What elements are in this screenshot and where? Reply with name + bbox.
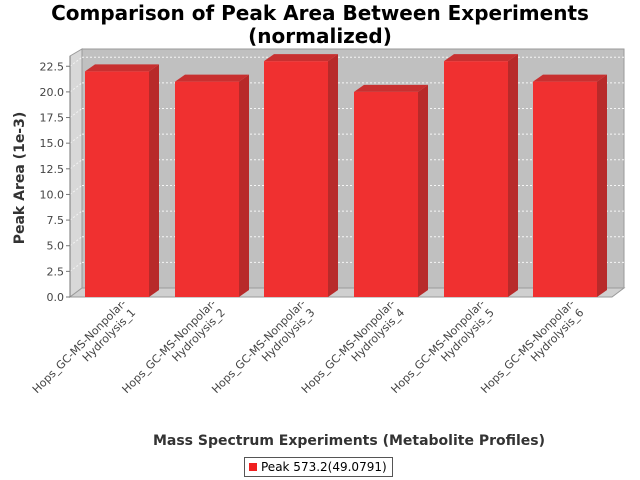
bar-side [508, 54, 518, 298]
y-tick-label: 12.5 [40, 163, 65, 176]
grid-line-side [69, 133, 83, 144]
grid-line-side [69, 56, 83, 67]
y-tick-label: 15.0 [40, 137, 65, 150]
y-tick-label: 20.0 [40, 86, 65, 99]
bar-front [444, 61, 508, 298]
bar-top [444, 54, 518, 62]
legend: Peak 573.2(49.0791) [244, 457, 393, 477]
bar-side [328, 54, 338, 298]
bar-front [533, 81, 597, 297]
chart-title-line-1: Comparison of Peak Area Between Experime… [51, 1, 589, 25]
bar [533, 74, 607, 297]
y-tick-label: 7.5 [47, 214, 65, 227]
grid-line-side [69, 108, 83, 118]
y-tick-label: 0.0 [47, 291, 65, 304]
x-tick-label-line: Hops_GC-MS-Nonpolar- [30, 297, 129, 396]
grid-line-side [69, 82, 83, 93]
y-tick-label: 2.5 [47, 265, 65, 278]
bar-front [354, 91, 418, 297]
y-axis: 0.0 2.5 5.0 7.5 10.0 12.5 15.0 17.5 20.0 22.5 [40, 56, 71, 304]
grid-line-side [69, 210, 83, 221]
grid-line-side [69, 236, 83, 247]
x-axis-label: Mass Spectrum Experiments (Metabolite Pr… [153, 433, 545, 449]
bar-front [85, 71, 149, 297]
bar-front [175, 81, 239, 297]
bar-top [175, 74, 249, 82]
bar [85, 64, 159, 297]
bar-front [264, 61, 328, 298]
y-tick-label: 5.0 [47, 240, 65, 253]
y-tick-label: 17.5 [40, 112, 65, 125]
bar [354, 84, 428, 297]
bar-side [597, 74, 607, 297]
y-tick-label: 22.5 [40, 60, 65, 73]
grid-lines [69, 56, 624, 272]
bar [264, 54, 338, 298]
chart-title-line-2: (normalized) [248, 24, 392, 48]
bar-side [418, 84, 428, 297]
bar [444, 54, 518, 298]
legend-swatch [249, 463, 257, 471]
y-tick-label: 10.0 [40, 188, 65, 201]
chart-title: Comparison of Peak Area Between Experime… [0, 2, 640, 48]
legend-label: Peak 573.2(49.0791) [261, 460, 387, 474]
bar-side [149, 64, 159, 297]
bar [175, 74, 249, 297]
plot-left-wall [69, 48, 83, 298]
bar-top [264, 54, 338, 62]
x-axis: Hops_GC-MS-Nonpolar-Hydrolysis_1Hops_GC-… [30, 297, 587, 396]
y-axis-label: Peak Area (1e-3) [12, 112, 28, 245]
grid-line-side [69, 159, 83, 170]
bars [85, 54, 607, 298]
bar-side [239, 74, 249, 297]
bar-top [354, 84, 428, 92]
bar-top [533, 74, 607, 82]
bar-top [85, 64, 159, 72]
grid-line-side [69, 261, 83, 272]
grid-line-side [69, 185, 83, 195]
